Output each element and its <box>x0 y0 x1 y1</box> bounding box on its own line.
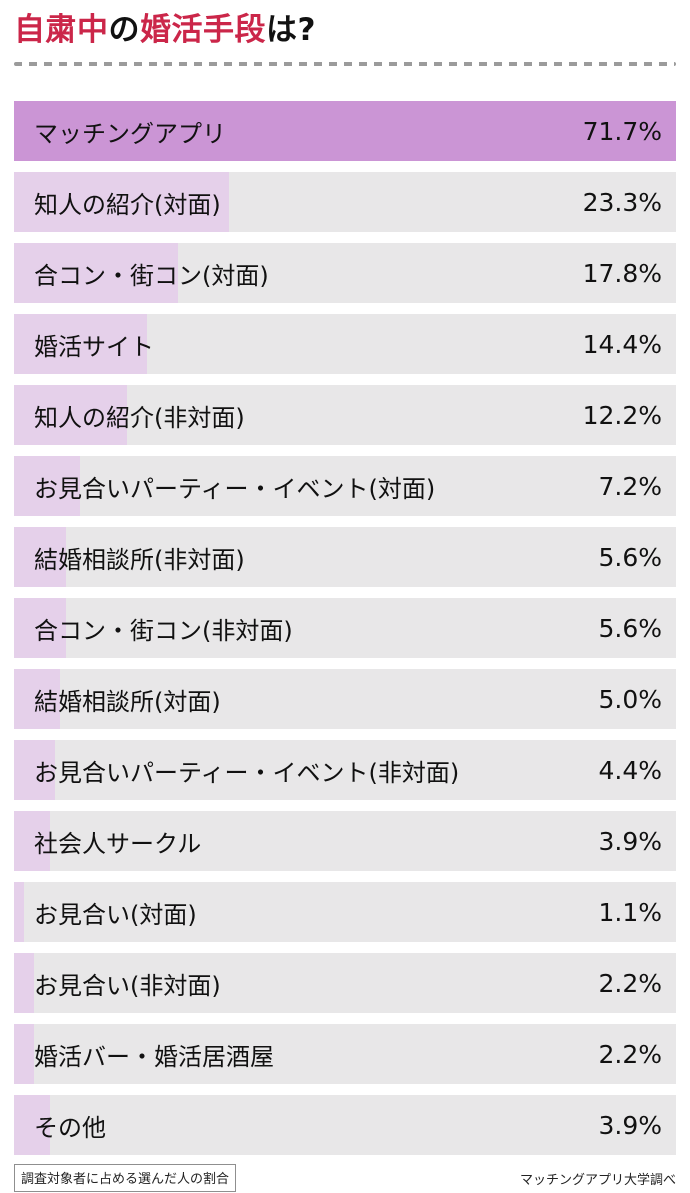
bar-chart: マッチングアプリ 71.7% 知人の紹介(対面) 23.3% 合コン・街コン(対面) 17… <box>14 101 676 1156</box>
page-title: 自粛中の婚活手段は? <box>14 12 676 49</box>
bar-value: 5.6% <box>598 542 662 572</box>
bar-value: 23.3% <box>582 187 662 217</box>
bar-value: 71.7% <box>582 116 662 146</box>
bar-fill <box>14 953 35 1014</box>
bar-value: 12.2% <box>582 400 662 430</box>
chart-footer: 調査対象者に占める選んだ人の割合 マッチングアプリ大学調べ <box>14 1164 676 1193</box>
bar-value: 1.1% <box>598 897 662 927</box>
bar-label: その他 <box>34 1113 106 1142</box>
bar-fill <box>14 101 676 162</box>
dashed-divider <box>14 62 676 67</box>
bar-row: 社会人サークル 3.9% <box>14 811 676 872</box>
bar-row: 結婚相談所(対面) 5.0% <box>14 669 676 730</box>
bar-row: 結婚相談所(非対面) 5.6% <box>14 527 676 588</box>
bar-row: 知人の紹介(対面) 23.3% <box>14 172 676 233</box>
bar-value: 5.0% <box>598 684 662 714</box>
bar-row: 婚活バー・婚活居酒屋 2.2% <box>14 1024 676 1085</box>
bar-fill <box>14 740 55 801</box>
bar-fill <box>14 882 25 943</box>
bar-value: 3.9% <box>598 1110 662 1140</box>
bar-fill <box>14 314 147 375</box>
bar-fill <box>14 527 66 588</box>
bar-fill <box>14 811 50 872</box>
bar-label: お見合い(非対面) <box>34 971 221 1000</box>
bar-fill <box>14 1024 35 1085</box>
title-text: の <box>108 12 140 48</box>
bar-fill <box>14 1095 50 1156</box>
bar-label: 知人の紹介(非対面) <box>34 403 245 432</box>
bar-value: 2.2% <box>598 1039 662 1069</box>
bar-row: お見合い(非対面) 2.2% <box>14 953 676 1014</box>
bar-label: 婚活サイト <box>34 332 154 361</box>
bar-row: マッチングアプリ 71.7% <box>14 101 676 162</box>
bar-row: お見合いパーティー・イベント(非対面) 4.4% <box>14 740 676 801</box>
chart-source: マッチングアプリ大学調べ <box>519 1172 676 1188</box>
bar-label: 合コン・街コン(非対面) <box>34 616 293 645</box>
bar-value: 7.2% <box>598 471 662 501</box>
bar-value: 14.4% <box>582 329 662 359</box>
bar-row: お見合い(対面) 1.1% <box>14 882 676 943</box>
bar-row: 知人の紹介(非対面) 12.2% <box>14 385 676 446</box>
bar-fill <box>14 385 127 446</box>
bar-value: 4.4% <box>598 755 662 785</box>
bar-row: 合コン・街コン(非対面) 5.6% <box>14 598 676 659</box>
bar-value: 3.9% <box>598 826 662 856</box>
bar-row: お見合いパーティー・イベント(対面) 7.2% <box>14 456 676 517</box>
title-emphasis-text: 自粛中 <box>14 12 109 48</box>
bar-value: 5.6% <box>598 613 662 643</box>
bar-fill <box>14 172 230 233</box>
bar-value: 2.2% <box>598 968 662 998</box>
bar-row: その他 3.9% <box>14 1095 676 1156</box>
bar-value: 17.8% <box>582 258 662 288</box>
bar-row: 合コン・街コン(対面) 17.8% <box>14 243 676 304</box>
title-text: は? <box>266 12 316 48</box>
bar-label: お見合いパーティー・イベント(対面) <box>34 474 436 503</box>
bar-label: お見合い(対面) <box>34 900 197 929</box>
bar-label: お見合いパーティー・イベント(非対面) <box>34 758 460 787</box>
bar-row: 婚活サイト 14.4% <box>14 314 676 375</box>
bar-label: 婚活バー・婚活居酒屋 <box>34 1042 274 1071</box>
title-emphasis-text: 婚活手段 <box>140 12 266 48</box>
bar-fill <box>14 669 61 730</box>
bar-label: 知人の紹介(対面) <box>34 190 221 219</box>
bar-label: 結婚相談所(非対面) <box>34 545 245 574</box>
bar-fill <box>14 456 81 517</box>
bar-label: 結婚相談所(対面) <box>34 687 221 716</box>
bar-label: 社会人サークル <box>34 829 202 858</box>
bar-fill <box>14 598 66 659</box>
bar-label: 合コン・街コン(対面) <box>34 261 269 290</box>
chart-note: 調査対象者に占める選んだ人の割合 <box>14 1164 237 1193</box>
bar-label: マッチングアプリ <box>34 119 226 148</box>
bar-fill <box>14 243 179 304</box>
